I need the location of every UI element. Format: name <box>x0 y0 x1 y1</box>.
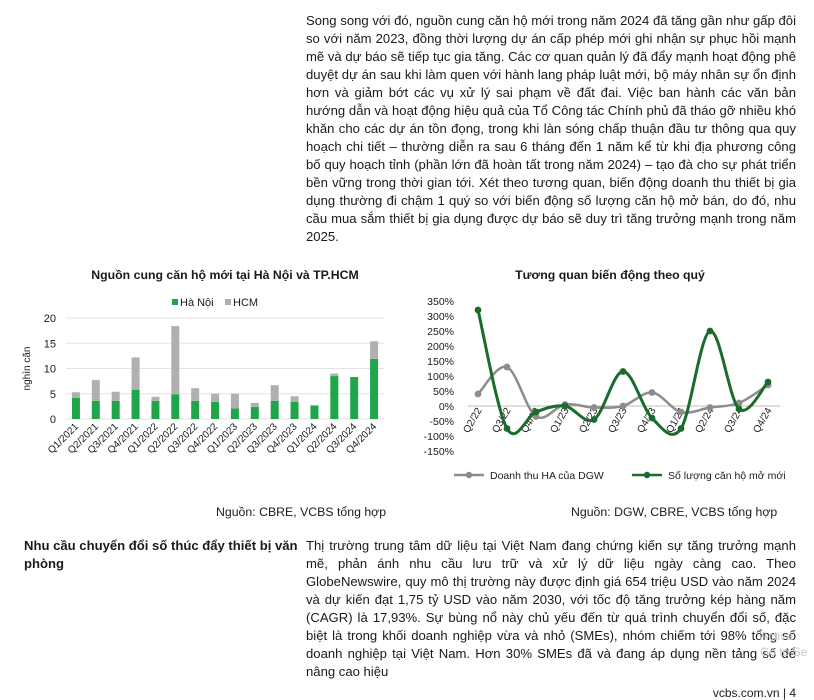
chart1-bar <box>71 392 80 398</box>
chart2-legend-label: Số lượng căn hộ mở mới <box>668 470 786 482</box>
chart2-y-tick: 150% <box>427 356 454 368</box>
chart1-y-tick: 10 <box>44 364 56 376</box>
chart1-legend-swatch <box>225 299 231 305</box>
chart2-y-tick: 0% <box>439 401 454 413</box>
section-paragraph: Thị trường trung tâm dữ liệu tại Việt Na… <box>306 538 796 679</box>
chart2-legend-label: Doanh thu HA của DGW <box>490 470 604 482</box>
watermark-line-2: Go to Se <box>760 645 808 659</box>
chart1-bar <box>91 380 100 401</box>
chart2-y-tick: 100% <box>427 371 454 383</box>
chart2-y-tick: 250% <box>427 326 454 338</box>
chart1-bar <box>330 376 339 419</box>
chart2-point <box>619 368 627 375</box>
chart2-point <box>706 327 714 335</box>
chart1-bar <box>370 341 379 359</box>
section-heading: Nhu cầu chuyển đổi số thúc đẩy thiết bị … <box>24 538 298 571</box>
chart1-bar <box>131 389 140 419</box>
chart2-y-tick: 50% <box>433 386 454 398</box>
chart1-bar <box>151 396 160 401</box>
chart1-bar <box>310 404 319 406</box>
page-footer: vcbs.com.vn | 4 <box>712 686 796 700</box>
chart2-y-tick: 200% <box>427 341 454 353</box>
chart1-bar <box>270 385 279 401</box>
chart1-y-label: nghìn căn <box>22 347 33 391</box>
activation-watermark: Activa Go to Se <box>760 628 807 660</box>
chart2-x-tick: Q2/22 <box>461 406 484 435</box>
chart2-point <box>648 414 656 422</box>
chart2-y-tick: -150% <box>424 446 454 458</box>
chart1-bar <box>250 406 259 419</box>
chart1-bar <box>310 405 319 419</box>
chart1-y-tick: 20 <box>44 313 56 325</box>
chart2-point <box>735 405 743 413</box>
chart2-point <box>764 378 772 386</box>
correlation-line-chart: -150% -100% -50% 0% 50% 100% 150% 200% 250% 300% 3… <box>424 296 786 482</box>
chart2-source: Nguồn: DGW, CBRE, VCBS tổng hợp <box>571 505 778 519</box>
chart1-bar <box>111 400 120 419</box>
chart1-bar <box>171 326 180 395</box>
chart1-bar <box>230 408 239 419</box>
chart2-legend-marker <box>465 471 473 479</box>
chart2-y-tick: 350% <box>427 296 454 308</box>
chart1-bar <box>370 358 379 419</box>
chart1-bar <box>191 400 200 419</box>
watermark-line-1: Activa <box>760 629 793 643</box>
chart2-x-tick: Q4/24 <box>751 406 774 435</box>
chart1-bar <box>330 373 339 377</box>
chart2-y-tick: 300% <box>427 311 454 323</box>
chart1-bar <box>191 388 200 401</box>
chart1-bar <box>131 357 140 390</box>
chart2-point <box>532 408 540 416</box>
chart1-y-tick: 0 <box>50 414 56 426</box>
chart2-x-tick: Q3/23 <box>606 406 629 435</box>
chart1-legend-label: Hà Nội <box>180 297 214 309</box>
chart2-point <box>590 416 598 423</box>
chart1-bar <box>350 377 359 419</box>
chart2-title: Tương quan biến động theo quý <box>515 268 705 282</box>
chart1-bar <box>211 393 220 402</box>
chart1-bar <box>111 391 120 401</box>
chart1-bar <box>250 402 259 407</box>
chart1-y-tick: 5 <box>50 389 56 401</box>
chart1-bar <box>151 400 160 419</box>
chart1-bar <box>290 396 299 402</box>
chart2-point <box>474 390 482 398</box>
chart2-point <box>474 306 482 314</box>
chart1-bar <box>270 400 279 419</box>
chart1-bar <box>211 401 220 419</box>
chart1-bar <box>290 401 299 419</box>
chart2-point <box>590 404 598 411</box>
chart2-point <box>677 425 685 432</box>
chart2-point <box>619 402 627 410</box>
chart1-bar <box>71 397 80 419</box>
chart2-point <box>503 363 511 371</box>
chart1-bar <box>230 393 239 409</box>
chart2-point <box>561 402 569 410</box>
intro-paragraph: Song song với đó, nguồn cung căn hộ mới … <box>306 13 796 244</box>
chart1-legend-swatch <box>172 299 178 305</box>
chart2-point <box>677 408 685 416</box>
chart2-y-tick: -100% <box>424 431 454 443</box>
chart1-source: Nguồn: CBRE, VCBS tổng hợp <box>216 505 387 519</box>
chart2-point <box>706 404 714 411</box>
chart1-y-tick: 15 <box>44 338 56 350</box>
chart1-bar <box>171 394 180 419</box>
chart2-y-tick: -50% <box>429 416 454 428</box>
chart2-point <box>648 389 656 396</box>
chart1-legend-label: HCM <box>233 297 258 309</box>
chart1-bar <box>91 400 100 419</box>
chart2-legend-marker <box>643 471 651 479</box>
chart2-x-tick: Q1/23 <box>548 406 571 435</box>
chart1-title: Nguồn cung căn hộ mới tại Hà Nội và TP.H… <box>91 268 359 282</box>
chart2-point <box>503 425 511 432</box>
